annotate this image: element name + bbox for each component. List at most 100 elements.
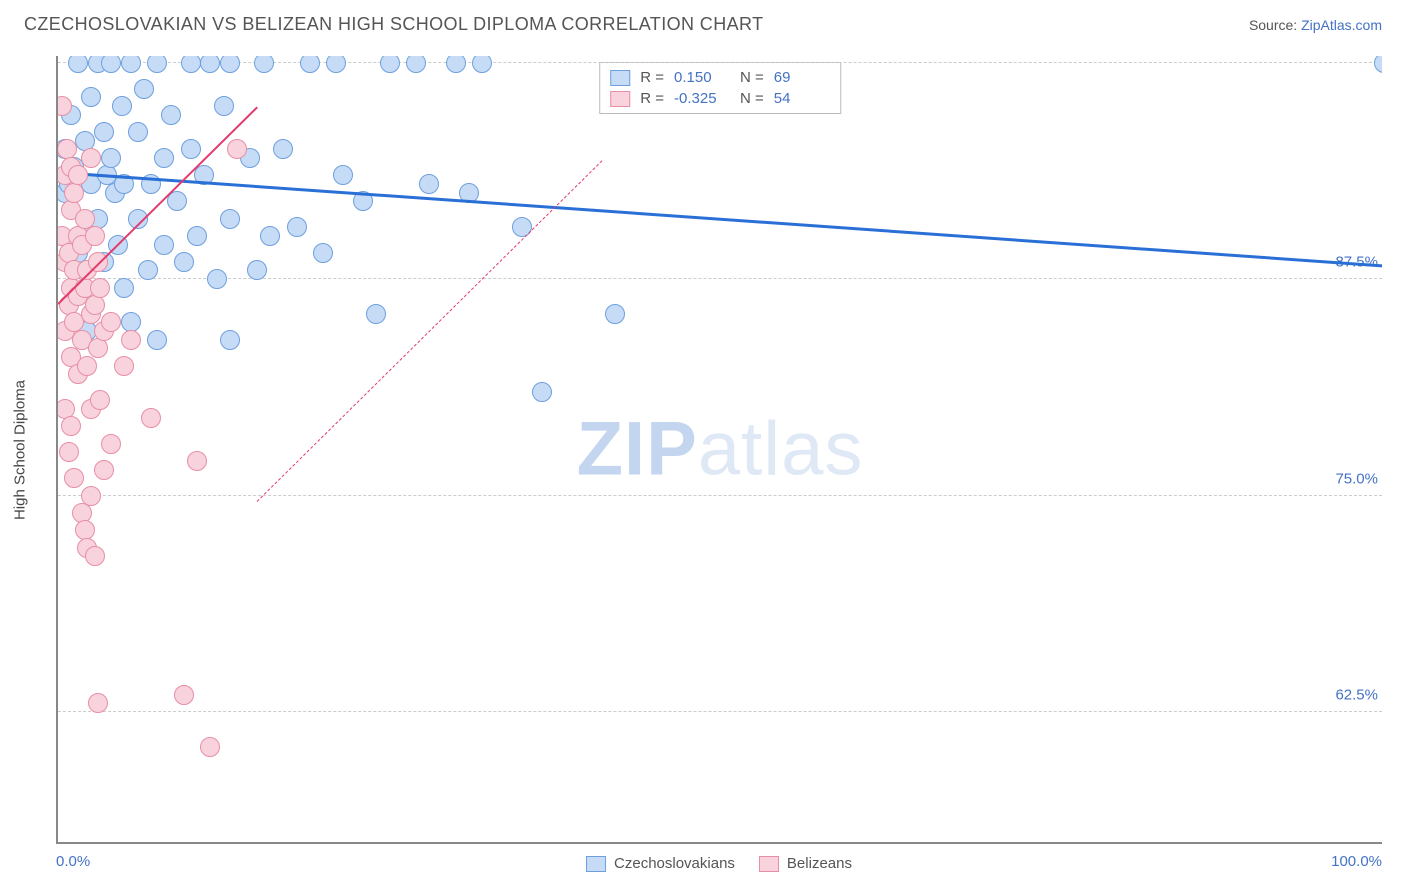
data-point xyxy=(121,56,141,73)
trend-line xyxy=(58,171,1382,268)
data-point xyxy=(200,56,220,73)
legend-swatch xyxy=(610,70,630,86)
data-point xyxy=(380,56,400,73)
x-tick xyxy=(1119,842,1120,844)
source-link[interactable]: ZipAtlas.com xyxy=(1301,17,1382,33)
legend-label: Czechoslovakians xyxy=(614,855,735,872)
data-point xyxy=(81,486,101,506)
legend-swatch xyxy=(586,856,606,872)
plot-surface: ZIPatlas R = 0.150N = 69R = -0.325N = 54… xyxy=(56,56,1382,844)
data-point xyxy=(313,243,333,263)
stats-legend: R = 0.150N = 69R = -0.325N = 54 xyxy=(599,62,841,114)
x-tick xyxy=(854,842,855,844)
data-point xyxy=(472,56,492,73)
x-tick xyxy=(588,842,589,844)
data-point xyxy=(68,56,88,73)
data-point xyxy=(101,312,121,332)
data-point xyxy=(85,226,105,246)
data-point xyxy=(406,56,426,73)
x-axis-max-label: 100.0% xyxy=(1331,853,1382,870)
y-axis-title: High School Diploma xyxy=(12,380,29,520)
data-point xyxy=(154,235,174,255)
data-point xyxy=(64,183,84,203)
y-tick-label: 75.0% xyxy=(1335,470,1378,487)
data-point xyxy=(419,174,439,194)
y-tick-label: 62.5% xyxy=(1335,687,1378,704)
data-point xyxy=(220,56,240,73)
x-tick xyxy=(323,842,324,844)
stats-legend-row: R = -0.325N = 54 xyxy=(610,88,830,109)
data-point xyxy=(85,295,105,315)
data-point xyxy=(161,105,181,125)
legend-label: Belizeans xyxy=(787,855,852,872)
data-point xyxy=(101,148,121,168)
data-point xyxy=(101,434,121,454)
data-point xyxy=(254,56,274,73)
data-point xyxy=(121,330,141,350)
data-point xyxy=(68,165,88,185)
data-point xyxy=(247,260,267,280)
data-point xyxy=(227,139,247,159)
data-point xyxy=(114,356,134,376)
data-point xyxy=(605,304,625,324)
data-point xyxy=(128,122,148,142)
data-point xyxy=(326,56,346,73)
data-point xyxy=(154,148,174,168)
data-point xyxy=(85,546,105,566)
data-point xyxy=(220,209,240,229)
data-point xyxy=(61,416,81,436)
page: CZECHOSLOVAKIAN VS BELIZEAN HIGH SCHOOL … xyxy=(0,0,1406,892)
data-point xyxy=(90,278,110,298)
data-point xyxy=(260,226,280,246)
data-point xyxy=(134,79,154,99)
series-legend: Czechoslovakians Belizeans xyxy=(586,855,852,872)
data-point xyxy=(532,382,552,402)
data-point xyxy=(90,390,110,410)
plot-area: High School Diploma ZIPatlas R = 0.150N … xyxy=(56,56,1382,844)
data-point xyxy=(300,56,320,73)
stats-legend-row: R = 0.150N = 69 xyxy=(610,67,830,88)
data-point xyxy=(1374,56,1382,73)
data-point xyxy=(147,56,167,73)
data-point xyxy=(101,56,121,73)
data-point xyxy=(141,408,161,428)
data-point xyxy=(114,278,134,298)
data-point xyxy=(174,685,194,705)
legend-item: Czechoslovakians xyxy=(586,855,735,872)
watermark: ZIPatlas xyxy=(577,406,864,493)
data-point xyxy=(187,451,207,471)
legend-swatch xyxy=(759,856,779,872)
data-point xyxy=(138,260,158,280)
data-point xyxy=(59,442,79,462)
data-point xyxy=(333,165,353,185)
data-point xyxy=(88,338,108,358)
chart-title: CZECHOSLOVAKIAN VS BELIZEAN HIGH SCHOOL … xyxy=(24,14,763,35)
data-point xyxy=(94,460,114,480)
data-point xyxy=(64,468,84,488)
data-point xyxy=(214,96,234,116)
data-point xyxy=(446,56,466,73)
data-point xyxy=(200,737,220,757)
legend-swatch xyxy=(610,91,630,107)
chart-source: Source: ZipAtlas.com xyxy=(1249,17,1382,33)
trend-line xyxy=(257,160,602,501)
data-point xyxy=(273,139,293,159)
data-point xyxy=(147,330,167,350)
data-point xyxy=(77,356,97,376)
data-point xyxy=(512,217,532,237)
x-axis-min-label: 0.0% xyxy=(56,853,90,870)
data-point xyxy=(81,87,101,107)
data-point xyxy=(181,139,201,159)
data-point xyxy=(187,226,207,246)
data-point xyxy=(94,122,114,142)
data-point xyxy=(81,148,101,168)
data-point xyxy=(112,96,132,116)
data-point xyxy=(366,304,386,324)
gridline xyxy=(58,711,1382,712)
data-point xyxy=(88,693,108,713)
gridline xyxy=(58,495,1382,496)
data-point xyxy=(220,330,240,350)
header: CZECHOSLOVAKIAN VS BELIZEAN HIGH SCHOOL … xyxy=(0,0,1406,45)
legend-item: Belizeans xyxy=(759,855,852,872)
data-point xyxy=(174,252,194,272)
